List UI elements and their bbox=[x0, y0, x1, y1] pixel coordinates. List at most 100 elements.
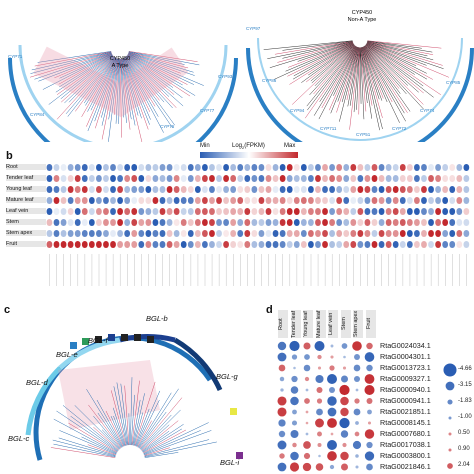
heatmap-cell bbox=[350, 175, 357, 182]
tree-branch bbox=[128, 53, 195, 85]
tree-branch bbox=[86, 58, 117, 127]
bubble-matrix bbox=[277, 340, 375, 472]
heatmap-cell bbox=[421, 164, 427, 171]
heatmap-cell bbox=[251, 219, 258, 226]
tree-branch bbox=[314, 45, 355, 87]
bubble-column-header: Root bbox=[278, 310, 288, 338]
heatmap-cell bbox=[329, 208, 335, 215]
tree-branch bbox=[126, 55, 175, 95]
bubble bbox=[328, 386, 336, 394]
tree-branch bbox=[287, 43, 354, 77]
heatmap-cell bbox=[449, 186, 456, 193]
heatmap-cell bbox=[209, 208, 215, 215]
tree-branch bbox=[48, 55, 114, 105]
tree-branch bbox=[123, 58, 151, 120]
bubble bbox=[355, 388, 359, 392]
heatmap-cell bbox=[67, 164, 74, 171]
heatmap-cell bbox=[428, 164, 434, 171]
bubble bbox=[277, 396, 287, 406]
heatmap-cell bbox=[152, 241, 159, 248]
bubble bbox=[366, 463, 373, 471]
tree-branch bbox=[120, 58, 131, 130]
heatmap-cell bbox=[46, 241, 53, 248]
heatmap-cell bbox=[251, 241, 258, 248]
heatmap-cell bbox=[329, 230, 335, 237]
heatmap-cell bbox=[442, 230, 448, 237]
heatmap-cell bbox=[286, 230, 293, 237]
tree-branch bbox=[125, 56, 160, 101]
heatmap-cell bbox=[67, 208, 74, 215]
heatmap-cell bbox=[187, 241, 194, 248]
heatmap-cell bbox=[67, 197, 74, 204]
tree-branch bbox=[267, 41, 353, 59]
heatmap-cell bbox=[173, 241, 180, 248]
heatmap-row-label: Stem apex bbox=[6, 230, 46, 236]
heatmap-cell bbox=[74, 197, 81, 204]
heatmap-cell bbox=[230, 175, 236, 182]
heatmap-cell bbox=[258, 208, 265, 215]
heatmap-cell bbox=[187, 219, 194, 226]
bubble bbox=[291, 375, 298, 383]
heatmap-cell bbox=[272, 197, 279, 204]
clade-label-a: CYP94 bbox=[290, 108, 305, 113]
heatmap-cell bbox=[407, 197, 413, 204]
heatmap-cell bbox=[357, 164, 364, 171]
tree-branch bbox=[321, 46, 357, 109]
tree-branch bbox=[141, 430, 170, 452]
heatmap-cell bbox=[449, 175, 456, 182]
heatmap-cell bbox=[180, 175, 187, 182]
heatmap-cell bbox=[173, 230, 180, 237]
heatmap-cell bbox=[131, 241, 138, 248]
clade-marker bbox=[147, 336, 154, 343]
heatmap-cell bbox=[385, 241, 392, 248]
tree-branch bbox=[127, 54, 183, 86]
heatmap-cell bbox=[46, 219, 53, 226]
gene-label: RtaG0008145.1 bbox=[380, 418, 431, 427]
heatmap-cell bbox=[407, 164, 413, 171]
heatmap-cell bbox=[456, 208, 463, 215]
tree-branch bbox=[124, 57, 173, 129]
bubble bbox=[305, 432, 309, 436]
heatmap-cell bbox=[145, 241, 152, 248]
heatmap-cell bbox=[152, 186, 159, 193]
heatmap-cell bbox=[315, 175, 321, 182]
heatmap-cell bbox=[81, 186, 88, 193]
tree-branch bbox=[128, 53, 204, 86]
tree-branch bbox=[366, 43, 433, 80]
bubble-column-header: Mature leaf bbox=[315, 310, 326, 338]
bubble bbox=[290, 451, 299, 461]
tree-branch bbox=[128, 52, 194, 73]
tree-branch bbox=[364, 45, 400, 89]
bubble bbox=[327, 407, 337, 417]
heatmap-cell bbox=[301, 241, 307, 248]
tree-branch bbox=[143, 430, 201, 455]
bubble-column-header: Leaf vein bbox=[328, 310, 338, 338]
heatmap-cell bbox=[81, 208, 88, 215]
tree-branch bbox=[364, 45, 407, 95]
gene-label: RtaG0000941.1 bbox=[380, 396, 431, 405]
heatmap-cell bbox=[378, 197, 385, 204]
heatmap-cell bbox=[152, 208, 159, 215]
clade-label-c: BGL-c bbox=[8, 434, 30, 443]
heatmap-cell bbox=[392, 241, 399, 248]
tree-branch bbox=[363, 46, 400, 123]
heatmap-cell bbox=[435, 230, 441, 237]
heatmap-cell bbox=[315, 241, 321, 248]
tree-branch bbox=[121, 58, 136, 126]
bubble bbox=[353, 375, 361, 383]
tree-branch bbox=[136, 399, 160, 447]
scale-bubble bbox=[448, 416, 452, 420]
heatmap-cell bbox=[209, 219, 215, 226]
heatmap-cell bbox=[60, 230, 67, 237]
bubble bbox=[304, 376, 310, 382]
bubble bbox=[315, 463, 324, 471]
tree-branch bbox=[34, 52, 112, 80]
heatmap-cell bbox=[265, 186, 272, 193]
heatmap-cell bbox=[124, 186, 130, 193]
heatmap-cell bbox=[216, 186, 222, 193]
tree-branch bbox=[365, 45, 424, 105]
heatmap-cell bbox=[46, 197, 53, 204]
heatmap-cell bbox=[251, 186, 258, 193]
tree-branch bbox=[142, 424, 184, 452]
heatmap-cell bbox=[216, 175, 222, 182]
